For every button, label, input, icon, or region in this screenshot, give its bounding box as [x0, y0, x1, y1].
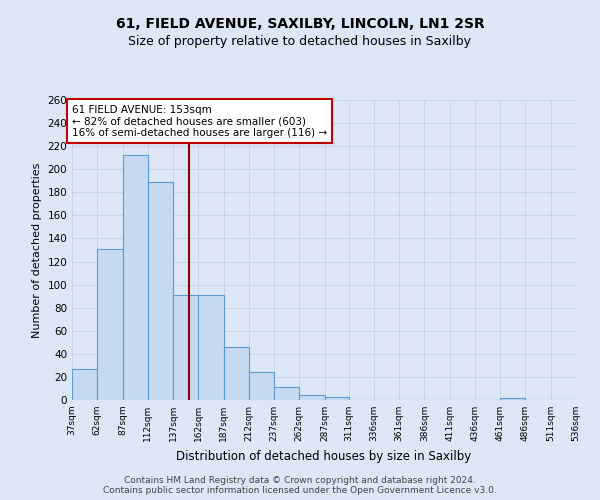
- Text: Size of property relative to detached houses in Saxilby: Size of property relative to detached ho…: [128, 35, 472, 48]
- Bar: [148, 182, 173, 400]
- Text: Contains public sector information licensed under the Open Government Licence v3: Contains public sector information licen…: [103, 486, 497, 495]
- Bar: [299, 396, 325, 400]
- Bar: [224, 347, 249, 400]
- Bar: [325, 396, 349, 400]
- Bar: [97, 249, 122, 400]
- Bar: [249, 372, 274, 400]
- Bar: [500, 398, 526, 400]
- X-axis label: Distribution of detached houses by size in Saxilby: Distribution of detached houses by size …: [176, 450, 472, 462]
- Text: Contains HM Land Registry data © Crown copyright and database right 2024.: Contains HM Land Registry data © Crown c…: [124, 476, 476, 485]
- Bar: [122, 156, 148, 400]
- Bar: [198, 295, 224, 400]
- Bar: [274, 388, 299, 400]
- Bar: [173, 295, 198, 400]
- Text: 61, FIELD AVENUE, SAXILBY, LINCOLN, LN1 2SR: 61, FIELD AVENUE, SAXILBY, LINCOLN, LN1 …: [116, 18, 484, 32]
- Y-axis label: Number of detached properties: Number of detached properties: [32, 162, 42, 338]
- Text: 61 FIELD AVENUE: 153sqm
← 82% of detached houses are smaller (603)
16% of semi-d: 61 FIELD AVENUE: 153sqm ← 82% of detache…: [72, 104, 327, 138]
- Bar: [72, 369, 97, 400]
